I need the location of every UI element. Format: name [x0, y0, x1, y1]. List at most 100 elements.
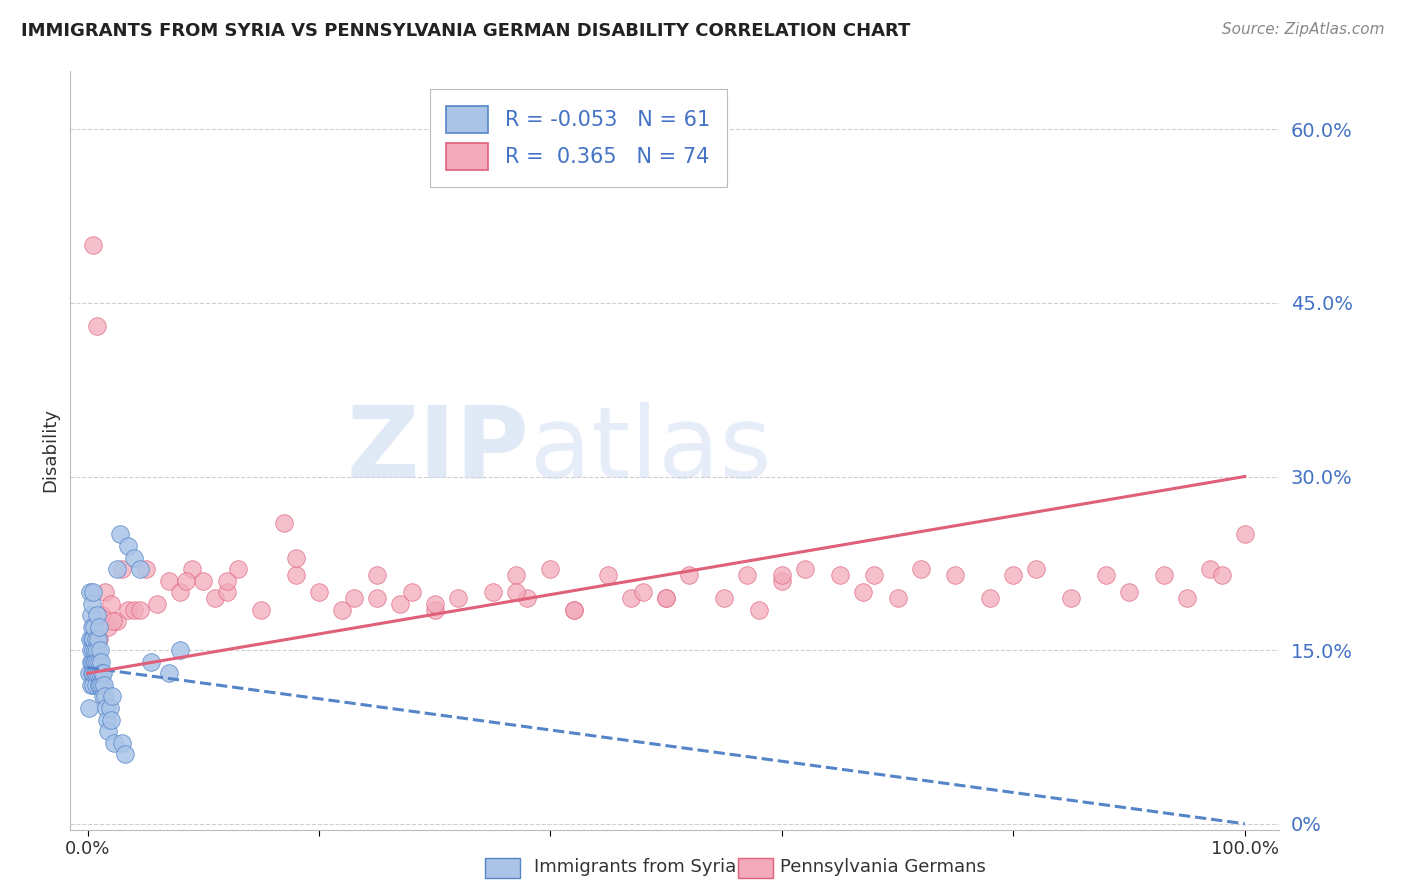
Point	[80, 620, 103, 634]
Point	[97, 620, 120, 634]
Point	[852, 585, 875, 599]
Point	[343, 591, 366, 605]
Point	[82, 238, 104, 252]
Point	[174, 574, 197, 588]
Point	[128, 562, 150, 576]
Point	[93, 678, 115, 692]
Point	[84, 678, 107, 692]
Point	[82, 666, 104, 681]
Point	[82, 678, 104, 692]
Text: IMMIGRANTS FROM SYRIA VS PENNSYLVANIA GERMAN DISABILITY CORRELATION CHART: IMMIGRANTS FROM SYRIA VS PENNSYLVANIA GE…	[21, 22, 911, 40]
Point	[1060, 591, 1083, 605]
Point	[1118, 585, 1140, 599]
Point	[215, 585, 238, 599]
Point	[945, 568, 967, 582]
Point	[82, 597, 104, 611]
Point	[111, 562, 134, 576]
Point	[1002, 568, 1025, 582]
Point	[1153, 568, 1175, 582]
Point	[111, 736, 134, 750]
Point	[828, 568, 851, 582]
Point	[80, 678, 103, 692]
Point	[169, 643, 191, 657]
Point	[114, 747, 136, 762]
Point	[84, 632, 107, 646]
Point	[1025, 562, 1047, 576]
Point	[423, 602, 446, 616]
Point	[157, 574, 180, 588]
Point	[83, 620, 105, 634]
Point	[366, 568, 388, 582]
Point	[631, 585, 654, 599]
Point	[105, 562, 128, 576]
Point	[215, 574, 238, 588]
Point	[134, 562, 156, 576]
Point	[1095, 568, 1118, 582]
Point	[80, 666, 103, 681]
Legend: R = -0.053   N = 61, R =  0.365   N = 74: R = -0.053 N = 61, R = 0.365 N = 74	[430, 89, 727, 186]
Point	[655, 591, 678, 605]
Point	[562, 602, 585, 616]
Point	[98, 701, 121, 715]
Point	[79, 632, 101, 646]
Point	[1211, 568, 1233, 582]
Point	[90, 666, 112, 681]
Point	[481, 585, 503, 599]
Point	[82, 643, 104, 657]
Point	[330, 602, 353, 616]
Point	[96, 713, 118, 727]
Point	[101, 614, 124, 628]
Point	[748, 602, 770, 616]
Point	[1199, 562, 1222, 576]
Point	[80, 643, 103, 657]
Point	[401, 585, 423, 599]
Point	[122, 602, 145, 616]
Point	[91, 666, 114, 681]
Point	[226, 562, 249, 576]
Point	[423, 597, 446, 611]
Text: Pennsylvania Germans: Pennsylvania Germans	[780, 858, 986, 876]
Point	[1175, 591, 1198, 605]
Point	[82, 632, 104, 646]
Point	[91, 678, 114, 692]
Point	[146, 597, 169, 611]
Point	[540, 562, 562, 576]
Point	[128, 602, 150, 616]
Point	[83, 655, 105, 669]
Y-axis label: Disability: Disability	[41, 409, 59, 492]
Point	[83, 643, 105, 657]
Point	[101, 690, 124, 704]
Point	[105, 614, 128, 628]
Point	[103, 736, 125, 750]
Point	[284, 550, 307, 565]
Text: Immigrants from Syria: Immigrants from Syria	[534, 858, 737, 876]
Point	[90, 655, 112, 669]
Point	[204, 591, 226, 605]
Point	[655, 591, 678, 605]
Point	[82, 585, 104, 599]
Point	[94, 585, 117, 599]
Point	[678, 568, 700, 582]
Point	[505, 568, 527, 582]
Point	[86, 655, 108, 669]
Point	[910, 562, 932, 576]
Point	[82, 655, 104, 669]
Point	[90, 608, 112, 623]
Point	[308, 585, 330, 599]
Point	[86, 318, 108, 333]
Point	[169, 585, 191, 599]
Text: atlas: atlas	[530, 402, 772, 499]
Point	[79, 608, 101, 623]
Point	[79, 666, 101, 681]
Point	[447, 591, 470, 605]
Point	[886, 591, 908, 605]
Point	[979, 591, 1001, 605]
Point	[1233, 527, 1256, 541]
Point	[770, 574, 793, 588]
Point	[100, 713, 122, 727]
Point	[83, 666, 105, 681]
Point	[794, 562, 817, 576]
Text: Source: ZipAtlas.com: Source: ZipAtlas.com	[1222, 22, 1385, 37]
Point	[77, 701, 100, 715]
Point	[82, 632, 104, 646]
